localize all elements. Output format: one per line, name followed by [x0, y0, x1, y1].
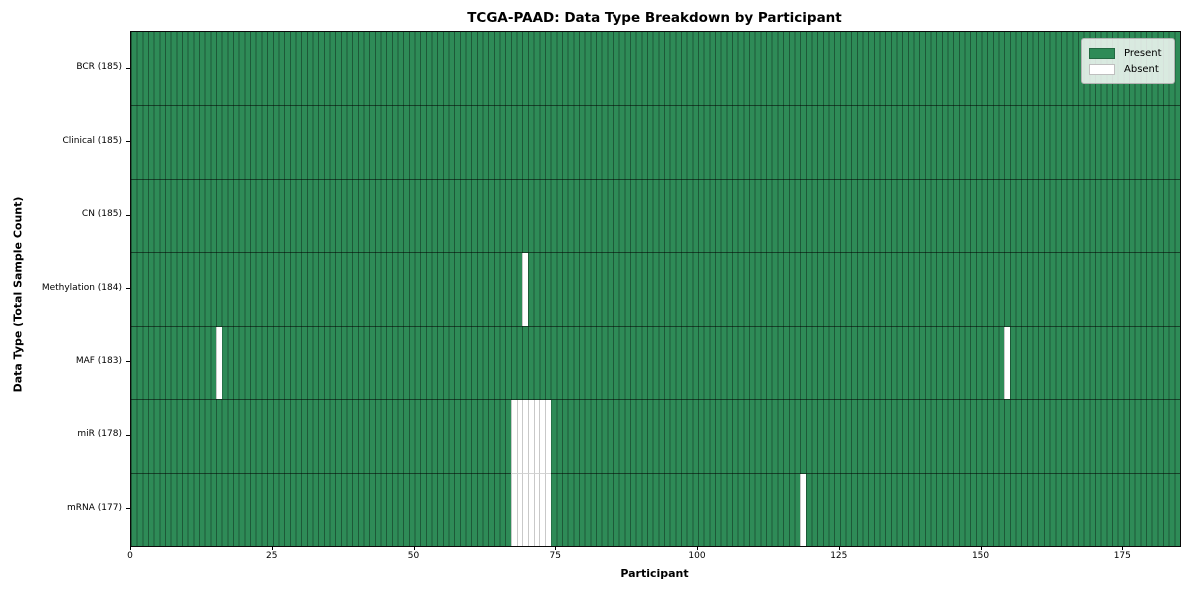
absent-cell: [510, 472, 518, 546]
row-separator: [131, 399, 1180, 401]
absent-cell: [527, 400, 535, 473]
data-type-row-Clinical: [131, 105, 1180, 179]
x-tick-label: 25: [266, 551, 278, 561]
absent-cell: [1004, 326, 1011, 400]
data-type-row-CN: [131, 178, 1180, 253]
y-tick-mark: [126, 361, 130, 363]
absent-cell: [544, 400, 552, 473]
row-separator: [131, 178, 1180, 180]
legend-present-label: Present: [1124, 47, 1162, 59]
x-tick-label: 75: [549, 551, 561, 561]
y-tick-mark: [126, 508, 130, 510]
x-tick-mark: [697, 546, 699, 550]
y-tick-mark: [126, 67, 130, 69]
absent-cell: [522, 400, 529, 473]
row-separator: [131, 325, 1180, 327]
y-tick-label: Clinical (185): [62, 135, 122, 146]
x-axis-label: Participant: [620, 567, 689, 580]
plot-area: [130, 31, 1181, 547]
absent-cell: [522, 472, 529, 546]
row-separator: [131, 105, 1180, 107]
y-tick-mark: [126, 288, 130, 289]
y-tick-label: MAF (183): [75, 355, 122, 366]
y-tick-label: miR (178): [77, 429, 122, 440]
legend-entry-absent: Absent: [1089, 61, 1166, 77]
x-tick-mark: [130, 546, 131, 550]
y-tick-label: BCR (185): [76, 62, 122, 73]
x-tick-label: 50: [407, 551, 420, 561]
y-tick-label: mRNA (177): [67, 502, 122, 513]
data-type-row-Methylation: [131, 252, 1180, 326]
x-tick-label: 100: [688, 551, 706, 561]
x-tick-label: 0: [127, 551, 133, 561]
row-separator: [131, 252, 1180, 254]
x-tick-mark: [980, 546, 982, 550]
x-tick-mark: [838, 546, 840, 550]
legend-entry-present: Present: [1089, 45, 1166, 61]
absent-cell: [539, 472, 546, 546]
absent-cell: [216, 326, 223, 400]
x-tick-mark: [555, 546, 557, 550]
row-separator: [131, 472, 1180, 474]
absent-cell: [539, 400, 546, 473]
absent-cell: [527, 472, 535, 546]
data-type-row-miR: [131, 399, 1180, 473]
chart-title: TCGA-PAAD: Data Type Breakdown by Partic…: [467, 10, 842, 26]
absent-cell: [533, 400, 540, 473]
y-tick-label: Methylation (184): [41, 282, 122, 293]
absent-cell: [800, 473, 807, 546]
absent-cell: [544, 472, 552, 546]
data-type-row-mRNA: [131, 472, 1180, 546]
data-type-row-MAF: [131, 325, 1180, 400]
absent-cell: [516, 400, 523, 473]
x-tick-label: 175: [1113, 551, 1131, 561]
x-tick-mark: [1122, 546, 1124, 550]
present-swatch: [1089, 47, 1115, 59]
y-tick-mark: [126, 214, 130, 216]
y-axis-label: Data Type (Total Sample Count): [11, 196, 25, 393]
x-tick-label: 150: [971, 551, 990, 561]
absent-cell: [510, 400, 518, 473]
legend: Present Absent: [1081, 38, 1175, 84]
y-tick-mark: [126, 434, 130, 436]
x-tick-label: 125: [830, 551, 848, 561]
absent-cell: [516, 472, 523, 546]
y-tick-mark: [126, 141, 130, 143]
absent-cell: [533, 472, 540, 546]
x-tick-mark: [413, 546, 415, 550]
x-tick-mark: [271, 546, 273, 550]
absent-swatch: [1089, 63, 1115, 75]
y-tick-label: CN (185): [81, 209, 122, 220]
absent-cell: [522, 253, 529, 326]
legend-absent-label: Absent: [1124, 63, 1159, 75]
data-type-row-BCR: [131, 32, 1180, 106]
